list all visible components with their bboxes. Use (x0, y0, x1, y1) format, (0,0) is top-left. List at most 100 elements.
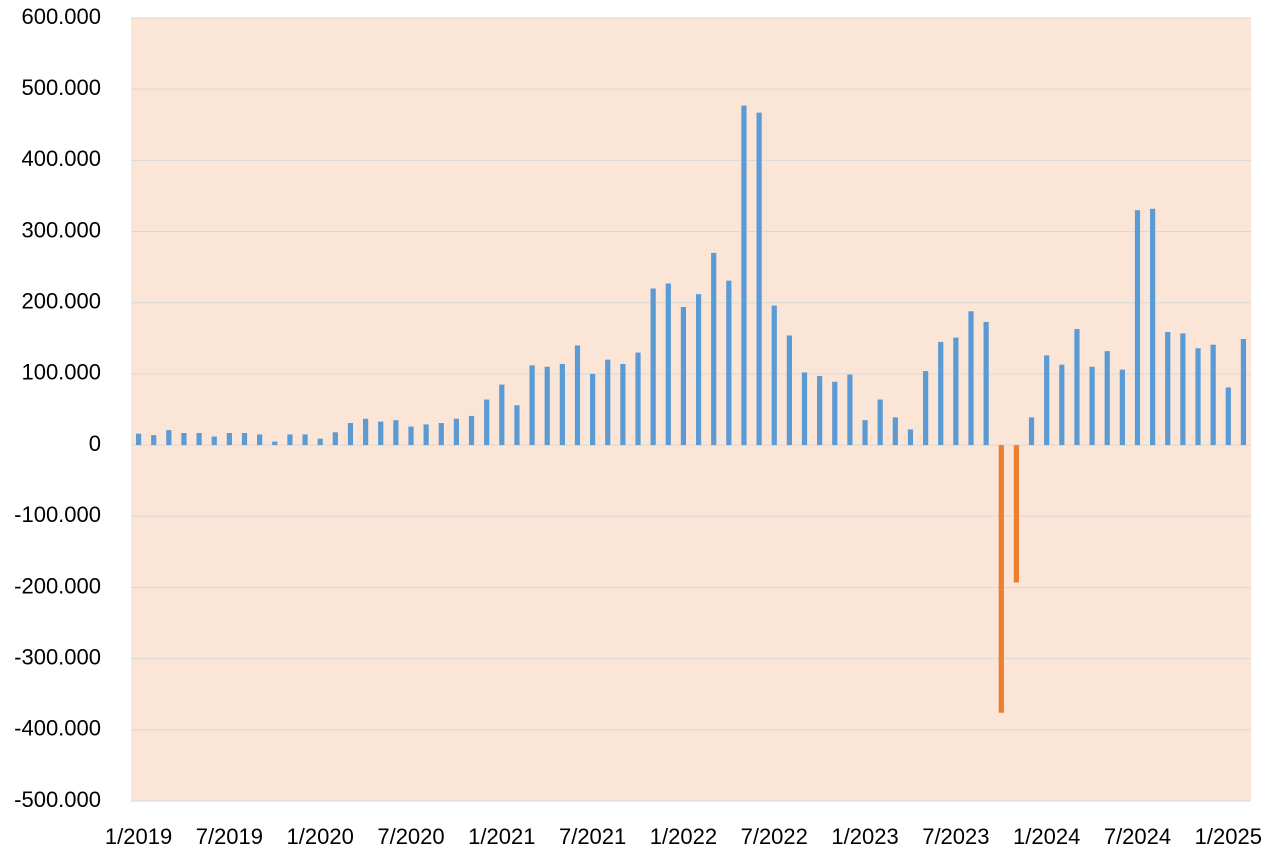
bar (983, 321, 989, 446)
bar (574, 345, 581, 446)
bar (953, 337, 959, 446)
bar (393, 420, 399, 446)
x-tick-label: 1/2025 (1195, 824, 1262, 849)
bar (423, 424, 429, 446)
bar (1210, 344, 1216, 446)
bar (1028, 417, 1035, 446)
bar (1225, 387, 1231, 446)
bar (1044, 355, 1050, 446)
bar (1134, 210, 1141, 446)
x-tick-label: 7/2020 (377, 824, 444, 849)
bar (468, 415, 475, 446)
bar (438, 423, 444, 446)
bar (1013, 445, 1020, 583)
bar (257, 434, 263, 446)
bar (1089, 366, 1095, 446)
x-tick-label: 1/2019 (105, 824, 172, 849)
y-tick-label: -100.000 (14, 502, 101, 527)
x-tick-label: 7/2019 (196, 824, 263, 849)
y-tick-label: -200.000 (14, 573, 101, 598)
bar (605, 359, 611, 446)
bar (241, 432, 248, 446)
bar (862, 420, 868, 446)
bar (529, 365, 535, 446)
bar (1165, 331, 1171, 446)
bar (998, 445, 1004, 713)
bar (1119, 369, 1125, 446)
y-tick-label: -400.000 (14, 716, 101, 741)
bar (332, 432, 338, 446)
bar (317, 438, 323, 446)
bar (362, 418, 369, 446)
bar (226, 432, 232, 446)
bar (680, 306, 687, 446)
y-tick-label: 500.000 (21, 75, 101, 100)
bar (1150, 208, 1156, 446)
bar (650, 288, 656, 446)
bar (196, 432, 202, 446)
y-tick-label: 200.000 (21, 289, 101, 314)
x-tick-label: 7/2024 (1104, 824, 1171, 849)
x-tick-label: 1/2021 (468, 824, 535, 849)
y-tick-label: 400.000 (21, 146, 101, 171)
bar (892, 417, 898, 446)
bar (135, 433, 142, 446)
bar (544, 366, 550, 446)
bar (938, 341, 944, 446)
bar (801, 372, 808, 446)
bar (272, 441, 278, 446)
x-tick-label: 7/2023 (922, 824, 989, 849)
x-tick-label: 1/2022 (650, 824, 717, 849)
bar (378, 421, 384, 446)
bar (756, 112, 762, 446)
bar (166, 430, 172, 446)
plot-area (131, 18, 1251, 801)
bar (877, 399, 883, 446)
x-tick-label: 7/2022 (741, 824, 808, 849)
bar (832, 381, 838, 446)
bar (499, 384, 505, 446)
bar (817, 376, 823, 446)
bar (559, 363, 565, 446)
bar (665, 283, 671, 446)
bar (907, 429, 914, 446)
y-tick-label: 0 (89, 431, 101, 456)
bar (1059, 364, 1065, 446)
y-tick-label: 600.000 (21, 4, 101, 29)
bar (287, 434, 293, 446)
bar (1240, 339, 1247, 446)
bar (711, 252, 717, 446)
y-tick-label: 100.000 (21, 360, 101, 385)
bar (1195, 348, 1201, 446)
bar (922, 371, 929, 446)
bar (1180, 333, 1186, 446)
bar (741, 105, 747, 446)
bar (726, 280, 732, 446)
bar (453, 418, 460, 446)
bar (302, 434, 308, 446)
bar (408, 426, 414, 446)
y-tick-label: 300.000 (21, 217, 101, 242)
bar (695, 294, 702, 446)
bar (590, 373, 596, 446)
bar (771, 305, 777, 446)
bar (347, 423, 354, 446)
y-tick-label: -500.000 (14, 787, 101, 812)
bar (1074, 329, 1080, 446)
x-tick-label: 7/2021 (559, 824, 626, 849)
y-tick-label: -300.000 (14, 644, 101, 669)
bar (181, 432, 187, 446)
bar (620, 363, 626, 446)
bar (484, 399, 490, 446)
bar (1104, 351, 1110, 446)
bar (211, 436, 217, 446)
x-tick-label: 1/2023 (831, 824, 898, 849)
bar (786, 335, 792, 446)
bar (514, 405, 520, 446)
bar (151, 435, 157, 446)
bar (847, 374, 853, 446)
bar (968, 311, 974, 446)
bar (635, 352, 641, 446)
x-tick-label: 1/2020 (287, 824, 354, 849)
